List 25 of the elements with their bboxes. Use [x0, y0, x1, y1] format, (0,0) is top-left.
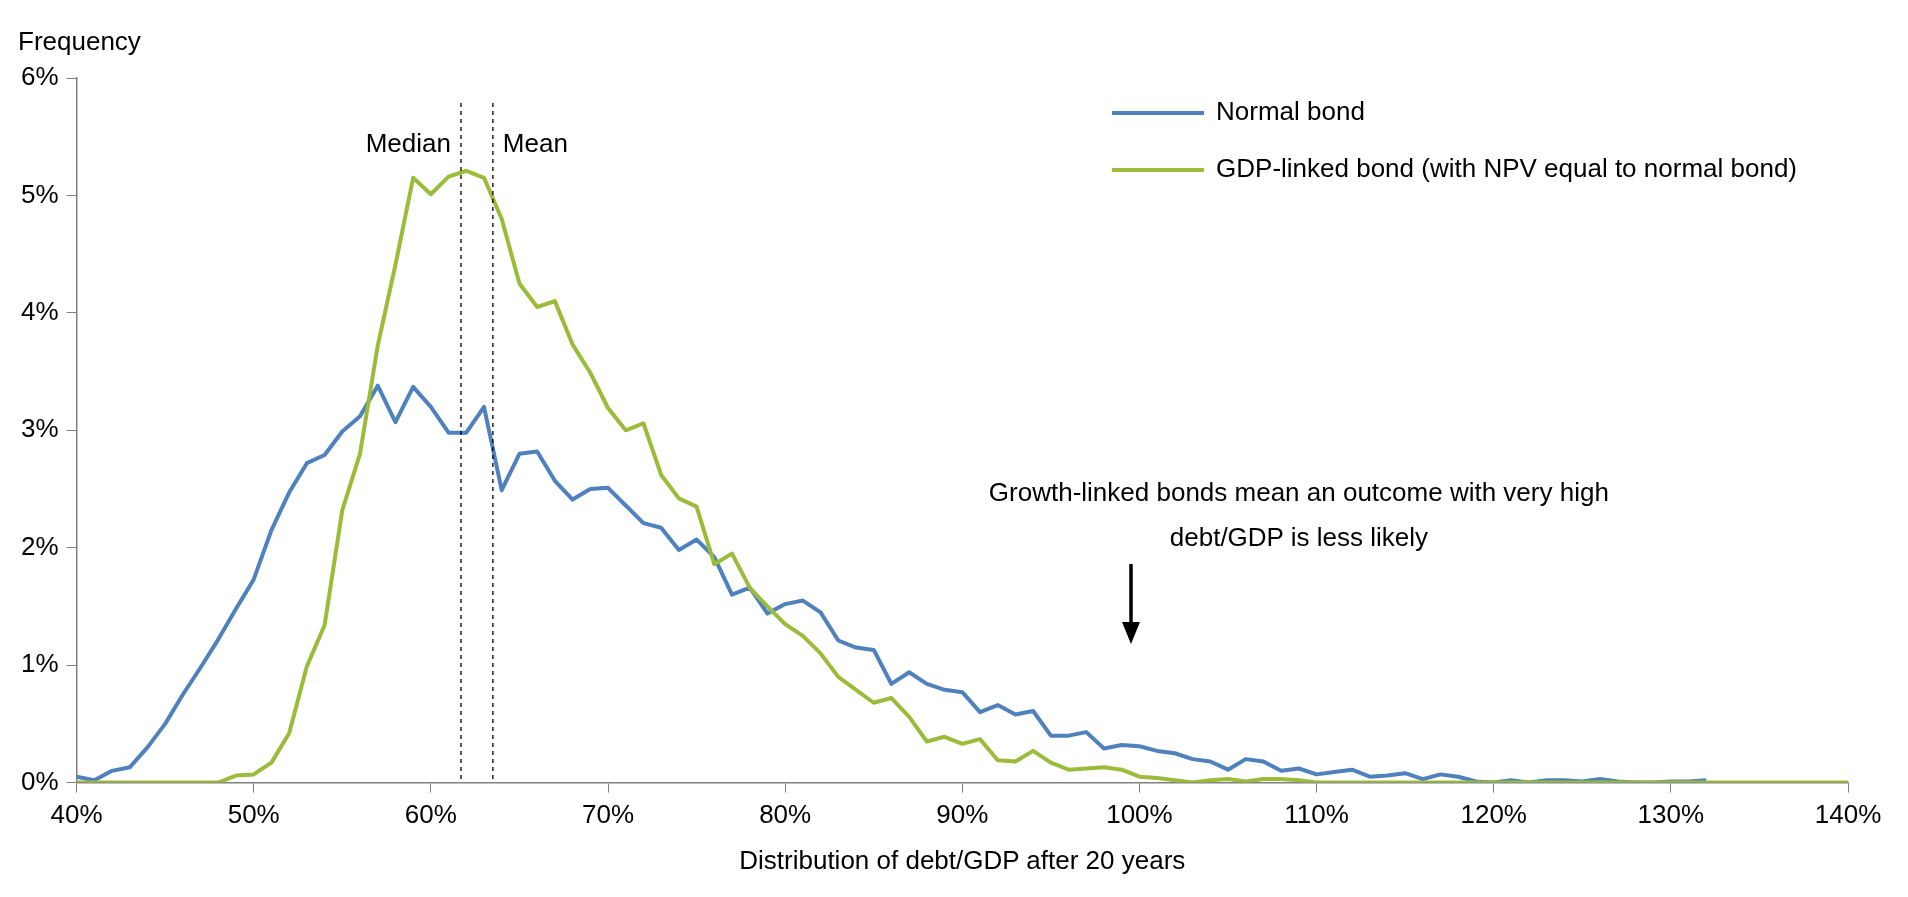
y-tick-label: 1%: [21, 648, 59, 679]
annotation: Growth-linked bonds mean an outcome with very high debt/GDP is less likely: [988, 476, 1609, 552]
ref-line-label: Median: [365, 128, 451, 159]
x-tick-label: 140%: [1814, 799, 1882, 830]
x-tick-label: 110%: [1284, 799, 1349, 830]
y-tick-label: 0%: [21, 765, 59, 796]
x-axis-title: Distribution of debt/GDP after 20 years: [739, 844, 1186, 875]
legend-label: GDP-linked bond (with NPV equal to normal bond): [1216, 153, 1798, 184]
x-tick-label: 80%: [759, 799, 812, 830]
x-tick-label: 130%: [1637, 799, 1705, 830]
x-tick-label: 100%: [1106, 799, 1173, 830]
x-tick-label: 70%: [581, 799, 635, 830]
y-tick-label: 5%: [21, 178, 59, 209]
ref-line-label: Mean: [502, 128, 568, 159]
y-tick-label: 2%: [21, 530, 59, 561]
y-axis-title: Frequency: [18, 26, 141, 57]
x-tick-label: 50%: [227, 799, 280, 830]
x-tick-label: 120%: [1460, 799, 1527, 830]
x-tick-label: 60%: [404, 799, 457, 830]
x-tick-label: 40%: [50, 799, 103, 830]
y-tick-label: 4%: [21, 296, 59, 327]
y-tick-label: 6%: [21, 61, 59, 92]
legend-label: Normal bond: [1216, 96, 1365, 127]
y-tick-label: 3%: [21, 413, 59, 444]
x-tick-label: 90%: [936, 799, 989, 830]
